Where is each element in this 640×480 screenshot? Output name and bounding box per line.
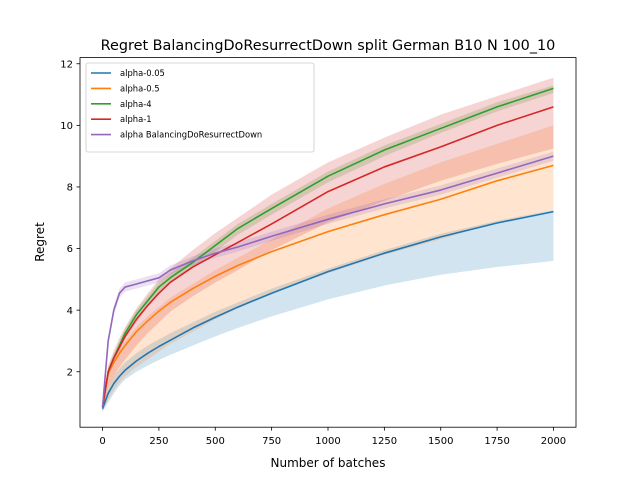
legend-label: alpha-0.05: [120, 68, 165, 78]
x-tick-label: 1000: [315, 436, 340, 447]
series-lines: [101, 87, 554, 409]
y-axis-label: Regret: [33, 222, 47, 262]
chart-title: Regret BalancingDoResurrectDown split Ge…: [101, 38, 556, 54]
confidence-bands: [102, 77, 554, 412]
x-tick-label: 2000: [541, 436, 566, 447]
y-tick-label: 4: [67, 306, 73, 317]
x-axis-label: Number of batches: [271, 456, 386, 470]
y-tick-label: 2: [67, 367, 73, 378]
x-tick-label: 1500: [428, 436, 453, 447]
legend: alpha-0.05 alpha-0.5 alpha-4 alpha-1 alpha B…: [85, 62, 315, 153]
y-tick-label: 10: [60, 121, 73, 132]
legend-label: alpha-0.5: [120, 83, 160, 93]
x-tick-label: 1250: [372, 436, 397, 447]
x-tick-label: 500: [206, 436, 225, 447]
band-alpha-1: [102, 77, 554, 412]
line-alpha-0-5: [101, 164, 554, 408]
x-axis-ticks: 0 250 500 750 1000 1250 1500 1750 2000: [99, 427, 566, 447]
x-tick-label: 750: [262, 436, 281, 447]
y-tick-label: 8: [67, 183, 73, 194]
x-tick-label: 0: [99, 436, 105, 447]
legend-label: alpha BalancingDoResurrectDown: [120, 130, 262, 140]
y-tick-label: 6: [67, 244, 73, 255]
band-alpha-0-05: [102, 210, 554, 412]
line-alpha-balancingdoresurrectdown: [101, 155, 554, 408]
legend-box: [85, 62, 315, 153]
y-axis-ticks: 2 4 6 8 10 12: [60, 59, 80, 378]
y-tick-label: 12: [60, 59, 73, 70]
x-tick-label: 250: [149, 436, 168, 447]
legend-label: alpha-4: [120, 99, 152, 109]
line-alpha-0-05: [101, 210, 554, 409]
x-tick-label: 1750: [484, 436, 509, 447]
legend-label: alpha-1: [120, 114, 152, 124]
line-alpha-1: [101, 106, 554, 408]
band-alpha-0-5: [102, 125, 554, 412]
